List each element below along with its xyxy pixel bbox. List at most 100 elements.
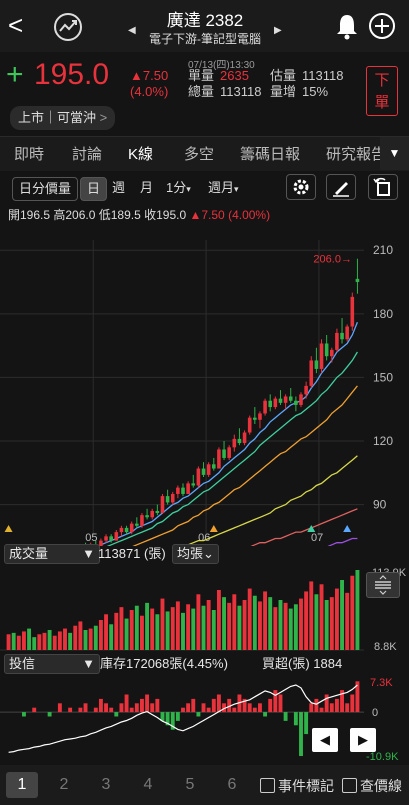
y-axis-label: 180 xyxy=(373,307,393,321)
prev-stock-button[interactable]: ◀ xyxy=(128,25,136,36)
scroll-left-button[interactable]: ◀ xyxy=(312,728,338,752)
volume-bar xyxy=(165,611,170,650)
candle-body xyxy=(140,515,144,526)
institution-bar xyxy=(329,703,334,713)
volume-indicator-select[interactable]: 成交量 ▼ xyxy=(4,544,100,564)
candle-body xyxy=(304,385,308,395)
volume-bar xyxy=(288,608,293,650)
draw-button[interactable] xyxy=(326,174,356,200)
inventory-line xyxy=(8,684,358,753)
volume-bar xyxy=(160,598,165,650)
volume-bar xyxy=(227,602,232,650)
institution-bar xyxy=(68,707,73,713)
candle-body xyxy=(227,447,231,458)
tab-1[interactable]: 討論 xyxy=(72,146,103,163)
institution-bar xyxy=(319,707,324,713)
ohlc-close: 收195.0 xyxy=(144,208,187,222)
institution-bar xyxy=(324,694,329,713)
volume-bar xyxy=(273,607,278,650)
pen-icon xyxy=(333,182,349,197)
candle-body xyxy=(129,523,134,533)
institution-inventory: 庫存172068張(4.45%) xyxy=(100,656,228,671)
institution-bar xyxy=(293,712,298,726)
candle-body xyxy=(283,396,288,403)
market-tag[interactable]: 上市｜可當沖 > xyxy=(10,106,116,130)
volume-bar xyxy=(11,632,16,650)
candle-body xyxy=(329,349,334,357)
event-mark-toggle[interactable]: 事件標記 xyxy=(260,776,334,796)
layout-page-5[interactable]: 5 xyxy=(185,776,195,793)
search-line-toggle[interactable]: 查價線 xyxy=(342,776,402,796)
rotate-button[interactable] xyxy=(368,174,398,200)
candle-body xyxy=(186,483,190,494)
moving-average-line xyxy=(250,508,358,546)
tab-0[interactable]: 即時 xyxy=(14,146,45,163)
ohlc-change: ▲7.50 (4.00%) xyxy=(189,208,271,222)
institution-bar xyxy=(309,703,314,713)
institution-net: 買超(張) 1884 xyxy=(262,656,343,671)
order-button[interactable]: 下單 xyxy=(366,66,398,116)
period-week[interactable]: 週 xyxy=(112,180,126,195)
volume-bar xyxy=(109,624,114,650)
layout-page-6[interactable]: 6 xyxy=(227,776,237,793)
volume-bar xyxy=(145,602,150,650)
institution-bar xyxy=(124,694,129,713)
scroll-right-button[interactable]: ▶ xyxy=(350,728,376,752)
layout-page-3[interactable]: 3 xyxy=(101,776,111,793)
volume-bar xyxy=(129,610,134,650)
tab-more-button[interactable]: ▼ xyxy=(380,137,409,170)
settings-button[interactable] xyxy=(286,174,316,200)
next-stock-button[interactable]: ▶ xyxy=(274,25,282,36)
institution-bar xyxy=(140,698,144,713)
tab-5[interactable]: 研究報告 xyxy=(326,146,380,163)
last-price: 195.0 xyxy=(34,58,110,91)
candle-body xyxy=(335,332,339,350)
candle-body xyxy=(165,496,170,503)
period-day[interactable]: 日 xyxy=(80,177,108,201)
volume-bar xyxy=(268,597,273,650)
candle-body xyxy=(350,296,355,327)
volume-bar xyxy=(206,600,211,650)
volume-bar xyxy=(252,595,257,650)
candle-body xyxy=(201,468,206,475)
weekmonth-select[interactable]: 週月▾ xyxy=(208,177,239,199)
institution-chart[interactable]: 7.3K 0 -10.9K xyxy=(0,676,409,762)
bell-icon[interactable] xyxy=(334,12,360,43)
institution-bar xyxy=(160,712,165,721)
tab-2[interactable]: K線 xyxy=(128,146,154,163)
volume-chart[interactable]: 113.9K8.8K xyxy=(0,566,409,652)
layout-page-4[interactable]: 4 xyxy=(143,776,153,793)
volume-bar xyxy=(150,608,155,650)
layout-page-1[interactable]: 1 xyxy=(6,772,38,798)
candle-body xyxy=(170,493,175,503)
tab-3[interactable]: 多空 xyxy=(184,146,215,163)
institution-select[interactable]: 投信 ▼ xyxy=(4,654,100,674)
volume-bar xyxy=(232,594,237,650)
volume-bar xyxy=(216,590,221,650)
tab-4[interactable]: 籌碼日報 xyxy=(240,146,301,163)
back-button[interactable]: < xyxy=(8,10,24,40)
candle-body xyxy=(309,360,314,386)
ohlc-line: 開196.5 高206.0 低189.5 收195.0 ▲7.50 (4.00%… xyxy=(8,206,270,223)
intraday-button[interactable]: 日分價量 xyxy=(12,177,79,201)
volume-mode-select[interactable]: 均張⌄ xyxy=(172,544,219,564)
layout-page-2[interactable]: 2 xyxy=(59,776,69,793)
institution-header: 投信 ▼ 庫存172068張(4.45%) 買超(張) 1884 xyxy=(0,653,409,675)
candle-body xyxy=(109,536,113,541)
volume-bar xyxy=(119,607,124,650)
add-icon[interactable] xyxy=(368,12,396,43)
minute-select[interactable]: 1分▾ xyxy=(166,177,191,199)
order-button-char: 下 xyxy=(374,72,390,89)
institution-bar xyxy=(201,703,206,713)
event-mark-label: 事件標記 xyxy=(278,778,334,794)
ohlc-open: 開196.5 xyxy=(8,208,51,222)
checkbox-icon xyxy=(342,778,357,793)
compare-icon[interactable] xyxy=(52,11,84,46)
institution-bar xyxy=(278,694,283,713)
stock-industry: 電子下游-筆記型電腦 xyxy=(149,32,261,46)
institution-bar xyxy=(57,703,62,713)
ohlc-low: 低189.5 xyxy=(98,208,141,222)
resize-handle[interactable] xyxy=(366,572,400,598)
period-month[interactable]: 月 xyxy=(140,180,154,195)
